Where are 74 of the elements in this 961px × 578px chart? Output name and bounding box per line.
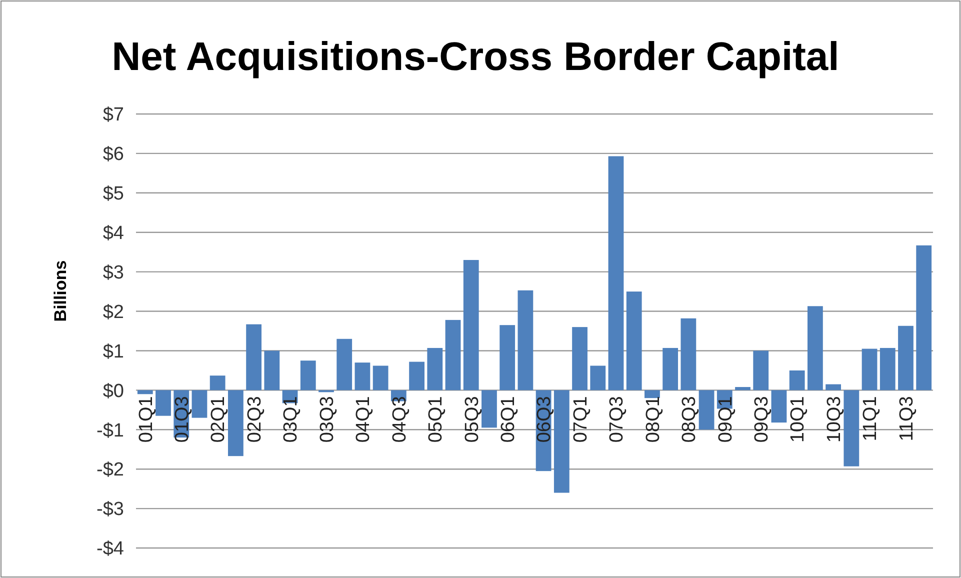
bar [572,327,588,390]
bar [753,350,769,390]
bar [662,348,678,390]
y-tick-label: $6 [102,144,124,166]
bar [916,245,932,390]
chart-title: Net Acquisitions-Cross Border Capital [112,35,840,79]
bar [192,390,208,418]
bar [554,390,570,493]
bar [228,390,244,456]
x-tick-label: 04Q3 [389,396,410,443]
bar [372,366,388,390]
bar [482,390,497,428]
bar [156,390,171,416]
x-tick-label: 11Q1 [860,396,882,442]
x-tick-label: 07Q3 [606,396,628,443]
bar [880,348,896,390]
bar [445,320,461,390]
bar [826,384,842,390]
x-tick-label: 03Q3 [316,396,338,443]
x-tick-label: 04Q1 [353,396,374,443]
x-tick-label: 05Q1 [426,396,447,443]
x-tick-label: 10Q1 [788,396,809,443]
bar [808,306,823,390]
x-tick-label: 09Q1 [715,396,736,443]
bar [354,362,370,390]
y-tick-label: $5 [102,184,124,205]
bar [518,290,534,390]
x-tick-label: 07Q1 [570,396,592,443]
bar [336,338,352,390]
y-tick-label: $4 [102,223,124,244]
bar [409,362,424,390]
x-tick-label: 03Q1 [280,396,302,443]
bar [427,348,443,390]
x-tick-label: 10Q3 [824,396,845,443]
x-tick-label: 01Q1 [136,396,157,443]
bar [789,370,805,390]
bar [300,360,316,390]
bar [898,326,914,390]
y-tick-label: $0 [102,380,124,402]
y-tick-label: $7 [102,104,124,126]
bar [500,325,516,390]
x-tick-label: 05Q3 [462,396,483,443]
x-tick-label: 11Q3 [896,396,918,442]
y-tick-label: -$2 [96,460,124,481]
y-tick-label: -$3 [96,499,124,520]
bar [246,324,262,390]
bar [608,156,624,390]
bar [626,292,642,390]
bar [771,390,787,423]
bar [463,260,479,390]
bar [590,366,606,390]
x-tick-label: 08Q3 [679,396,700,443]
x-tick-label: 06Q1 [498,396,519,443]
bar [644,390,660,398]
bar [844,390,860,466]
bar [137,390,153,394]
y-tick-label: $3 [102,262,124,284]
y-axis-title: Billions [51,260,70,322]
x-tick-label: 08Q1 [642,396,664,443]
bar [264,350,280,390]
x-tick-label: 02Q3 [244,396,266,443]
bar [698,390,714,430]
x-tick-label: 02Q1 [208,396,230,443]
y-tick-label: -$1 [96,420,124,442]
y-tick-label: $2 [102,302,124,323]
bar [210,376,226,390]
y-tick-label: -$4 [96,538,124,560]
bar [735,387,750,390]
y-tick-label: $1 [102,341,124,362]
x-tick-label: 09Q3 [752,396,773,443]
x-tick-label: 06Q3 [534,396,556,443]
bar [862,348,878,390]
bar [680,318,696,390]
x-tick-label: 01Q3 [172,396,194,443]
